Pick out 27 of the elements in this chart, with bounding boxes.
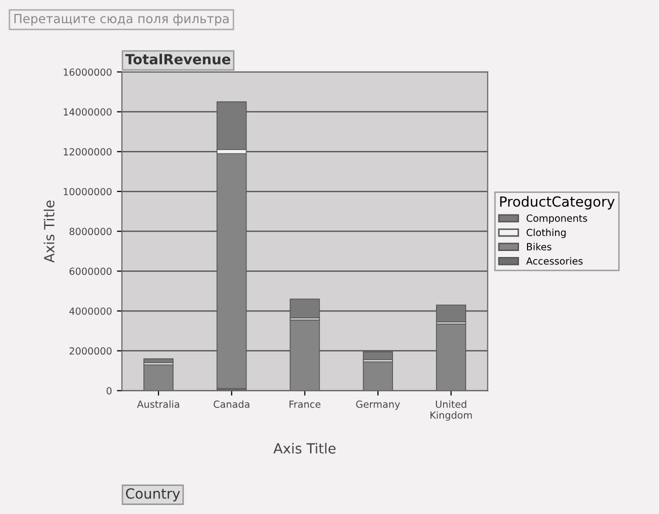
y-tick-label: 8000000 <box>70 228 112 236</box>
y-tick-label: 12000000 <box>64 148 112 156</box>
chart-title: TotalRevenue <box>125 54 230 64</box>
x-axis-title: Axis Title <box>273 442 336 454</box>
text: Country <box>126 488 180 502</box>
x-tick-label: Germany <box>356 400 400 410</box>
y-tick-label: 4000000 <box>69 307 112 315</box>
text: Перетащите сюда поля фильтра <box>14 14 229 26</box>
x-tick-label: Australia <box>137 400 180 408</box>
legend-title: ProductCategory <box>500 196 615 210</box>
y-axis-title: Axis Title <box>44 200 54 263</box>
x-tick-label: United Kingdom <box>430 400 472 421</box>
y-tick-label: 10000000 <box>64 188 112 196</box>
x-tick-label: Canada <box>214 400 250 408</box>
y-tick-label: 6000000 <box>70 268 112 275</box>
legend-label: Clothing <box>526 228 566 238</box>
y-tick-label: 16000000 <box>64 68 112 76</box>
bar <box>362 361 393 391</box>
y-tick-label: 14000000 <box>64 108 112 116</box>
bar <box>143 364 174 391</box>
legend-label: Bikes <box>527 242 552 250</box>
legend-label: Components <box>526 214 588 224</box>
bar <box>143 358 174 364</box>
x-tick-label: France <box>290 400 320 408</box>
y-tick-label: 0 <box>106 387 112 394</box>
legend-label: Accessories <box>526 257 583 265</box>
y-tick-label: 2000000 <box>70 347 112 355</box>
